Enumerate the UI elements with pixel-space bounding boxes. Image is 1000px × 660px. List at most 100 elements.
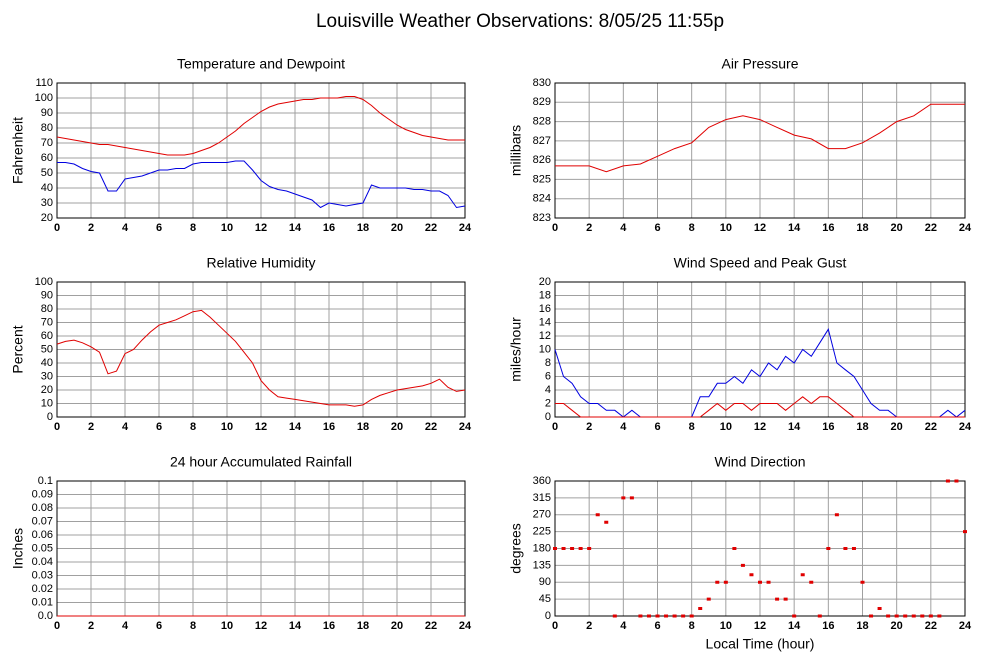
y-axis-label: miles/hour [508, 317, 524, 382]
x-tick-label: 0 [54, 421, 60, 433]
x-tick-label: 20 [391, 620, 403, 632]
point [903, 614, 908, 618]
x-tick-label: 20 [891, 421, 903, 433]
y-tick-label: 2 [545, 397, 551, 409]
x-tick-label: 22 [925, 620, 937, 632]
y-tick-label: 80 [41, 303, 53, 315]
x-tick-label: 20 [891, 620, 903, 632]
x-tick-label: 16 [822, 620, 834, 632]
y-tick-label: 0.03 [32, 569, 53, 581]
x-tick-label: 6 [654, 421, 660, 433]
x-tick-label: 12 [255, 421, 267, 433]
y-tick-label: 825 [533, 173, 551, 185]
chart-title: Air Pressure [721, 56, 798, 72]
point [826, 547, 831, 550]
point [604, 520, 609, 524]
y-tick-label: 40 [41, 182, 53, 194]
y-tick-label: 4 [545, 384, 551, 396]
x-tick-label: 16 [822, 222, 834, 234]
point [851, 547, 856, 550]
y-tick-label: 100 [35, 92, 53, 104]
point [920, 614, 925, 618]
y-tick-label: 0.05 [32, 542, 53, 554]
y-tick-label: 45 [539, 593, 551, 605]
y-tick-label: 0.07 [32, 515, 53, 527]
plot-frame [56, 82, 466, 219]
y-tick-label: 70 [41, 316, 53, 328]
y-tick-label: 80 [41, 122, 53, 134]
x-tick-label: 2 [88, 222, 94, 234]
x-tick-label: 22 [925, 421, 937, 433]
x-tick-label: 22 [425, 421, 437, 433]
plot-frame [56, 281, 466, 418]
y-tick-label: 360 [533, 475, 551, 487]
y-tick-label: 135 [533, 559, 551, 571]
x-tick-label: 4 [122, 222, 129, 234]
x-tick-label: 12 [255, 222, 267, 234]
y-tick-label: 18 [539, 289, 551, 301]
y-tick-label: 828 [533, 115, 551, 127]
point [740, 563, 745, 567]
y-tick-label: 0.04 [32, 556, 53, 568]
x-tick-label: 12 [754, 620, 766, 632]
series-line [56, 309, 466, 407]
y-tick-label: 70 [41, 137, 53, 149]
point [749, 573, 754, 577]
point [800, 573, 805, 577]
x-tick-label: 4 [620, 620, 627, 632]
point [664, 614, 669, 618]
x-tick-label: 8 [689, 620, 695, 632]
point [681, 614, 686, 618]
x-tick-label: 6 [156, 222, 162, 234]
x-tick-label: 14 [788, 222, 801, 234]
x-tick-label: 18 [856, 620, 868, 632]
x-tick-label: 14 [788, 620, 801, 632]
series-line [555, 103, 965, 173]
x-tick-label: 10 [720, 620, 732, 632]
y-tick-label: 8 [545, 357, 551, 369]
x-tick-label: 24 [459, 222, 472, 234]
x-tick-label: 16 [822, 421, 834, 433]
x-tick-label: 24 [459, 421, 472, 433]
y-tick-label: 6 [545, 370, 551, 382]
point [715, 580, 720, 584]
point [646, 614, 651, 618]
point [553, 547, 557, 550]
x-tick-label: 20 [891, 222, 903, 234]
chart-title: 24 hour Accumulated Rainfall [170, 454, 352, 470]
y-tick-label: 830 [533, 77, 551, 89]
x-tick-label: 8 [689, 222, 695, 234]
y-tick-label: 40 [41, 357, 53, 369]
x-tick-label: 22 [925, 222, 937, 234]
point [698, 607, 703, 610]
y-tick-label: 110 [35, 77, 53, 89]
y-tick-label: 824 [533, 193, 551, 205]
point [817, 614, 822, 618]
y-tick-label: 90 [41, 289, 53, 301]
x-tick-label: 2 [88, 620, 94, 632]
point [578, 547, 583, 550]
point [689, 614, 694, 618]
point [758, 580, 762, 584]
y-tick-label: 0 [545, 610, 551, 622]
point [655, 614, 660, 618]
x-tick-label: 8 [190, 421, 196, 433]
y-tick-label: 0.09 [32, 488, 53, 500]
point [869, 614, 874, 618]
y-tick-label: 50 [41, 343, 53, 355]
x-tick-label: 0 [54, 620, 60, 632]
page-title: Louisville Weather Observations: 8/05/25… [316, 11, 724, 32]
x-tick-label: 2 [586, 620, 592, 632]
point [629, 496, 634, 500]
point [945, 479, 950, 483]
x-tick-label: 2 [88, 421, 94, 433]
y-tick-label: 90 [539, 576, 551, 588]
x-tick-label: 18 [357, 222, 369, 234]
y-axis-label: millibars [508, 125, 524, 176]
point [766, 580, 771, 584]
x-tick-label: 18 [856, 421, 868, 433]
x-tick-label: 22 [425, 222, 437, 234]
point [706, 597, 711, 601]
y-axis-label: degrees [508, 523, 524, 574]
